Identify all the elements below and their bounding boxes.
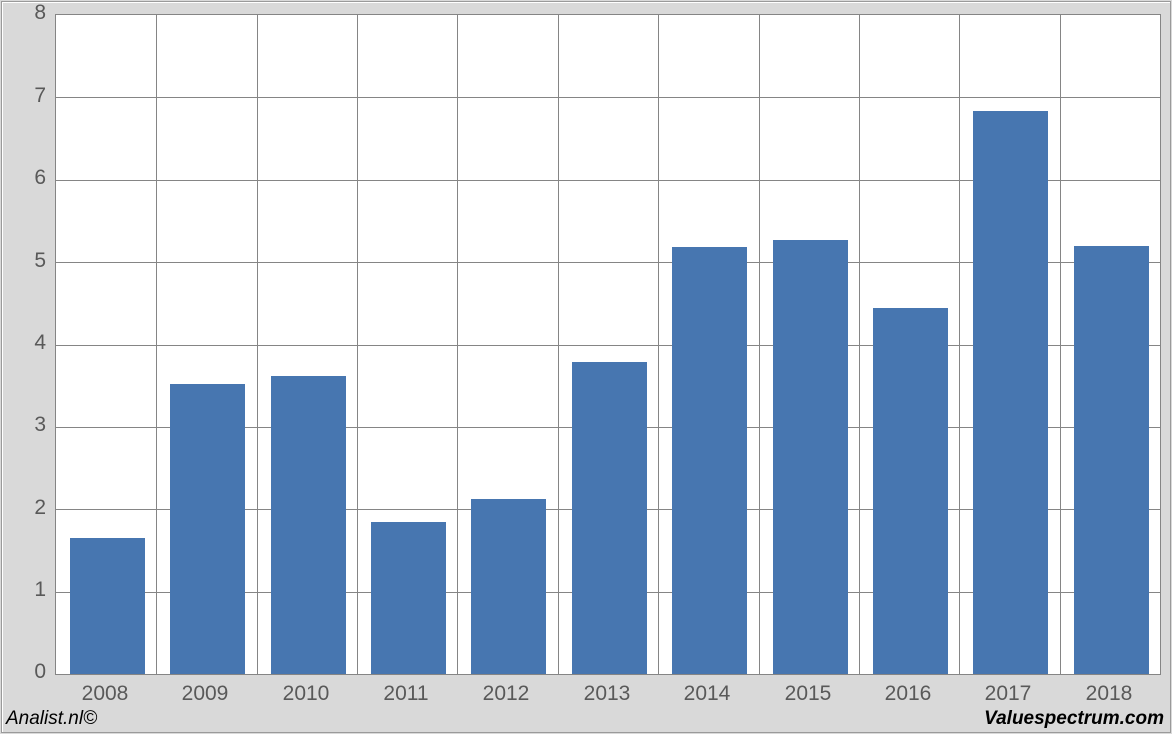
gridline-vertical bbox=[257, 15, 258, 674]
bar bbox=[973, 111, 1048, 674]
gridline-vertical bbox=[156, 15, 157, 674]
bar bbox=[271, 376, 346, 674]
y-tick-label: 5 bbox=[16, 249, 46, 273]
gridline-vertical bbox=[658, 15, 659, 674]
x-tick-label: 2016 bbox=[858, 682, 958, 706]
gridline-horizontal bbox=[56, 97, 1160, 98]
bar bbox=[1074, 246, 1149, 674]
bar bbox=[873, 308, 948, 674]
x-tick-label: 2014 bbox=[657, 682, 757, 706]
gridline-vertical bbox=[859, 15, 860, 674]
bar bbox=[170, 384, 245, 674]
x-tick-label: 2010 bbox=[256, 682, 356, 706]
gridline-vertical bbox=[357, 15, 358, 674]
bar bbox=[70, 538, 145, 674]
x-tick-label: 2013 bbox=[557, 682, 657, 706]
y-tick-label: 2 bbox=[16, 496, 46, 520]
y-tick-label: 4 bbox=[16, 331, 46, 355]
x-tick-label: 2012 bbox=[456, 682, 556, 706]
y-tick-label: 3 bbox=[16, 413, 46, 437]
gridline-vertical bbox=[457, 15, 458, 674]
footer-right-credit: Valuespectrum.com bbox=[984, 708, 1164, 730]
x-tick-label: 2018 bbox=[1059, 682, 1159, 706]
bar bbox=[471, 499, 546, 674]
bar bbox=[371, 522, 446, 674]
bar bbox=[773, 240, 848, 674]
x-tick-label: 2017 bbox=[958, 682, 1058, 706]
plot-area bbox=[55, 14, 1161, 675]
y-tick-label: 0 bbox=[16, 660, 46, 684]
gridline-vertical bbox=[558, 15, 559, 674]
y-tick-label: 1 bbox=[16, 578, 46, 602]
y-tick-label: 8 bbox=[16, 1, 46, 25]
y-tick-label: 6 bbox=[16, 166, 46, 190]
gridline-vertical bbox=[1060, 15, 1061, 674]
x-tick-label: 2008 bbox=[55, 682, 155, 706]
bar bbox=[572, 362, 647, 674]
y-tick-label: 7 bbox=[16, 84, 46, 108]
x-tick-label: 2011 bbox=[356, 682, 456, 706]
x-tick-label: 2015 bbox=[758, 682, 858, 706]
footer-left-credit: Analist.nl© bbox=[6, 708, 97, 730]
bar bbox=[672, 247, 747, 674]
chart-frame: 012345678 200820092010201120122013201420… bbox=[1, 1, 1171, 733]
gridline-vertical bbox=[759, 15, 760, 674]
gridline-vertical bbox=[959, 15, 960, 674]
x-tick-label: 2009 bbox=[155, 682, 255, 706]
